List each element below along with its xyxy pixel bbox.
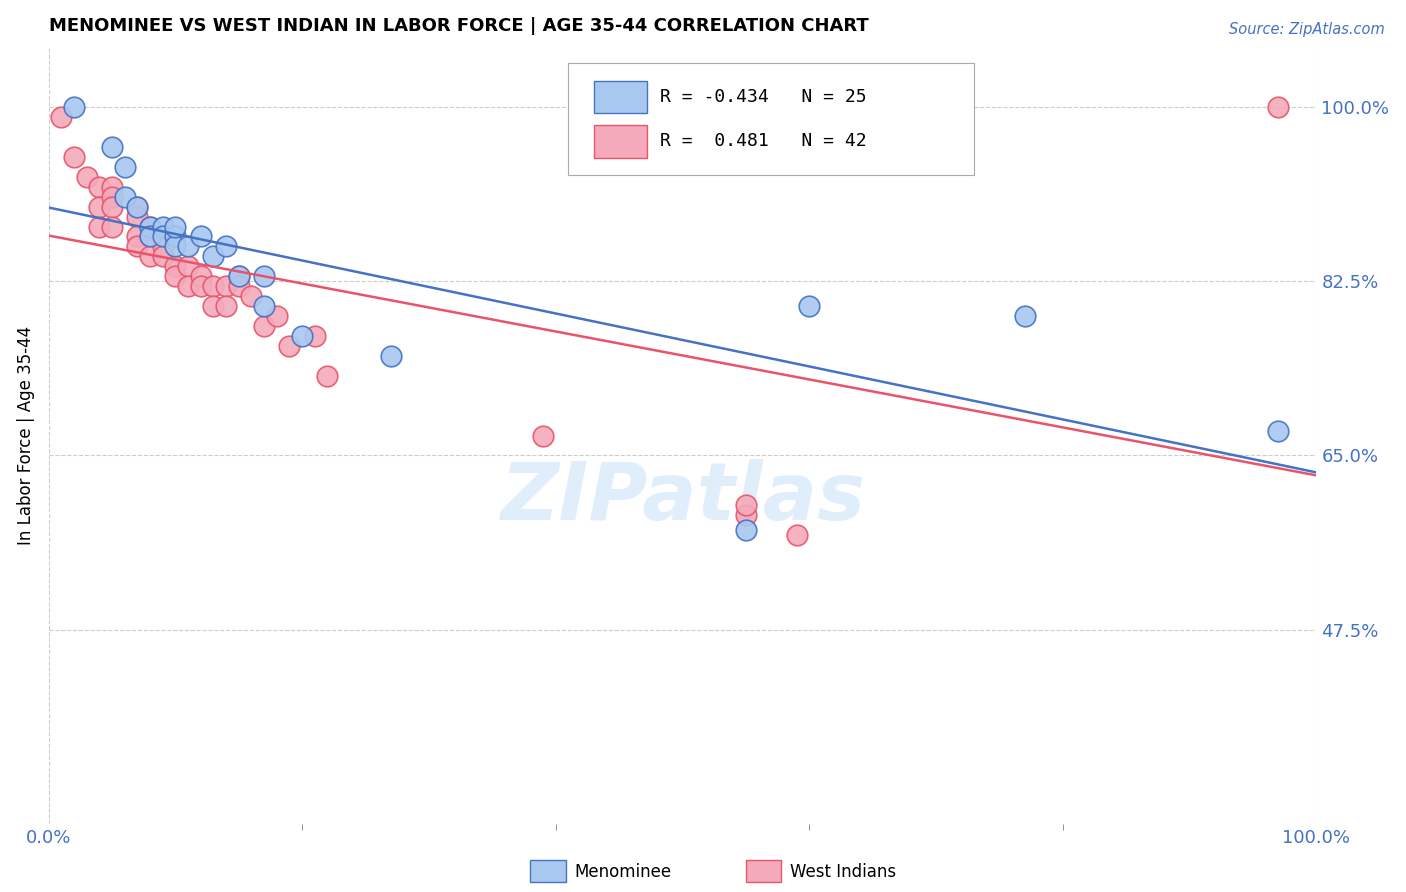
Point xyxy=(304,329,326,343)
Point xyxy=(152,249,174,263)
Point xyxy=(89,200,111,214)
Bar xyxy=(593,125,647,158)
Y-axis label: In Labor Force | Age 35-44: In Labor Force | Age 35-44 xyxy=(17,326,35,545)
Point xyxy=(139,219,162,234)
Point xyxy=(101,140,124,154)
Point xyxy=(266,309,288,323)
Point xyxy=(735,523,758,537)
Point xyxy=(63,150,86,164)
Point xyxy=(735,508,758,523)
Point xyxy=(139,219,162,234)
Point xyxy=(177,239,200,253)
Point xyxy=(152,229,174,244)
Point xyxy=(165,239,187,253)
Point xyxy=(215,279,238,293)
Point xyxy=(114,189,136,203)
FancyBboxPatch shape xyxy=(568,62,974,176)
Point xyxy=(291,329,314,343)
Point xyxy=(127,200,149,214)
Point xyxy=(786,528,808,542)
Point xyxy=(1267,100,1289,114)
Point xyxy=(165,269,187,284)
Point xyxy=(240,289,263,303)
Point xyxy=(76,169,98,184)
Point xyxy=(152,239,174,253)
Point xyxy=(127,229,149,244)
Point xyxy=(177,260,200,274)
Point xyxy=(253,299,276,313)
Point xyxy=(139,229,162,244)
Point xyxy=(215,299,238,313)
Text: R = -0.434   N = 25: R = -0.434 N = 25 xyxy=(659,88,866,106)
Point xyxy=(177,279,200,293)
Bar xyxy=(530,860,565,882)
Point xyxy=(165,229,187,244)
Point xyxy=(735,498,758,512)
Point xyxy=(165,260,187,274)
Text: West Indians: West Indians xyxy=(790,863,897,881)
Point xyxy=(127,200,149,214)
Text: MENOMINEE VS WEST INDIAN IN LABOR FORCE | AGE 35-44 CORRELATION CHART: MENOMINEE VS WEST INDIAN IN LABOR FORCE … xyxy=(49,17,869,35)
Bar xyxy=(747,860,782,882)
Point xyxy=(531,428,554,442)
Point xyxy=(316,368,339,383)
Point xyxy=(101,179,124,194)
Point xyxy=(139,229,162,244)
Point xyxy=(190,279,212,293)
Point xyxy=(253,319,276,334)
Point xyxy=(253,269,276,284)
Point xyxy=(114,160,136,174)
Point xyxy=(190,229,212,244)
Point xyxy=(799,299,821,313)
Point xyxy=(202,249,225,263)
Text: R =  0.481   N = 42: R = 0.481 N = 42 xyxy=(659,132,866,150)
Point xyxy=(89,219,111,234)
Point xyxy=(127,210,149,224)
Bar xyxy=(593,80,647,113)
Point xyxy=(215,239,238,253)
Point xyxy=(228,279,250,293)
Point xyxy=(202,279,225,293)
Point xyxy=(1014,309,1036,323)
Point xyxy=(152,219,174,234)
Point xyxy=(228,269,250,284)
Text: Menominee: Menominee xyxy=(575,863,672,881)
Point xyxy=(101,219,124,234)
Point xyxy=(165,219,187,234)
Point xyxy=(190,269,212,284)
Point xyxy=(139,249,162,263)
Point xyxy=(202,299,225,313)
Point xyxy=(127,239,149,253)
Text: Source: ZipAtlas.com: Source: ZipAtlas.com xyxy=(1229,22,1385,37)
Point xyxy=(101,189,124,203)
Point xyxy=(101,200,124,214)
Point xyxy=(51,110,73,124)
Point xyxy=(63,100,86,114)
Text: ZIPatlas: ZIPatlas xyxy=(501,458,865,537)
Point xyxy=(380,349,402,363)
Point xyxy=(89,179,111,194)
Point xyxy=(278,339,301,353)
Point xyxy=(1267,424,1289,438)
Point xyxy=(228,269,250,284)
